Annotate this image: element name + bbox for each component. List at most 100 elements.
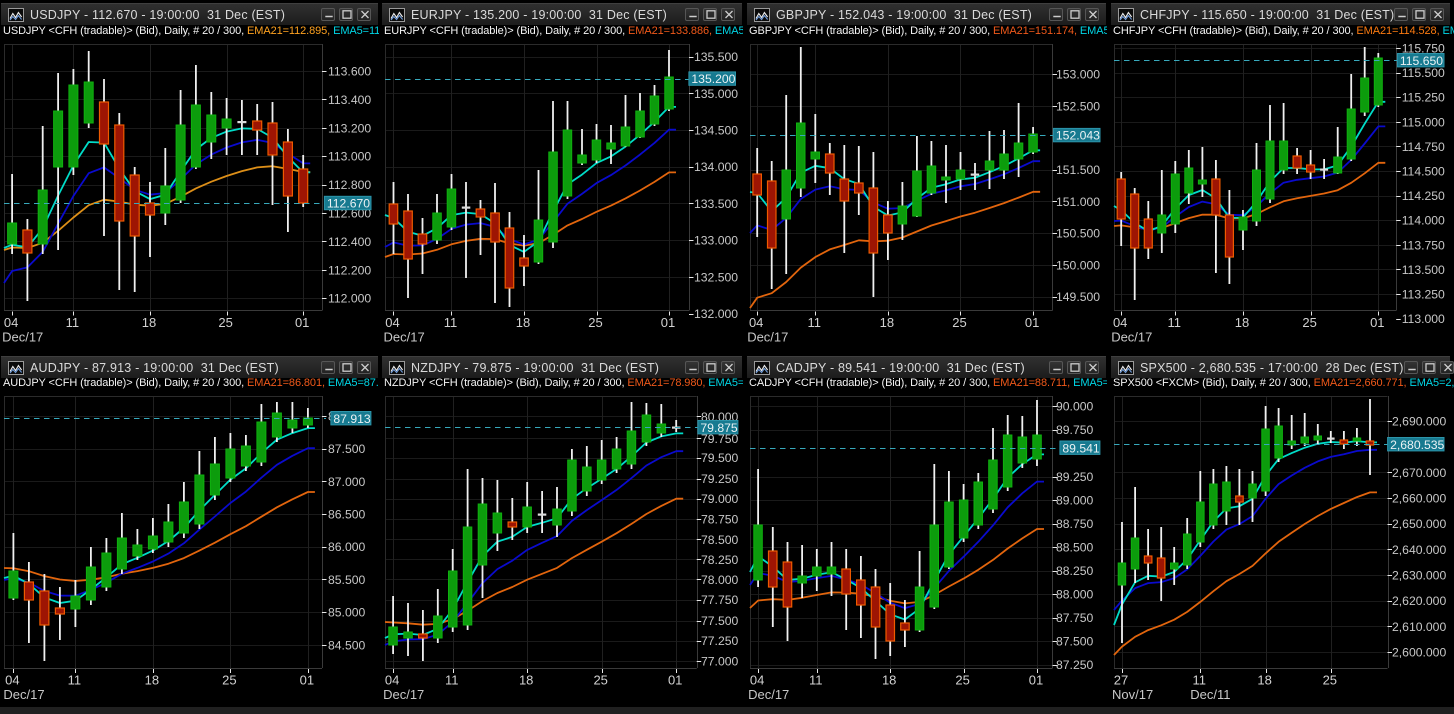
svg-text:133.000: 133.000 (694, 234, 738, 248)
svg-text:88.750: 88.750 (1056, 517, 1093, 531)
svg-text:11: 11 (445, 673, 459, 688)
svg-text:25: 25 (1302, 315, 1316, 330)
svg-text:85.500: 85.500 (328, 573, 365, 587)
svg-text:78.500: 78.500 (701, 533, 738, 547)
svg-text:2,670.000: 2,670.000 (1392, 466, 1446, 480)
svg-text:87.500: 87.500 (1056, 635, 1093, 649)
svg-text:2,690.000: 2,690.000 (1392, 414, 1446, 428)
svg-text:112.000: 112.000 (328, 292, 371, 306)
svg-text:11: 11 (444, 315, 458, 330)
svg-text:88.000: 88.000 (1056, 588, 1093, 602)
svg-text:2,680.535: 2,680.535 (1390, 438, 1444, 452)
svg-text:11: 11 (1193, 673, 1207, 688)
svg-text:01: 01 (1025, 315, 1039, 330)
svg-text:18: 18 (882, 673, 896, 688)
svg-text:77.750: 77.750 (701, 593, 738, 607)
svg-text:151.500: 151.500 (1056, 163, 1100, 177)
svg-text:112.200: 112.200 (328, 263, 371, 277)
svg-text:Dec/17: Dec/17 (1111, 330, 1152, 345)
svg-text:114.750: 114.750 (1402, 140, 1445, 154)
svg-text:78.000: 78.000 (701, 573, 738, 587)
svg-text:11: 11 (68, 673, 82, 688)
svg-text:115.650: 115.650 (1400, 54, 1443, 68)
svg-text:04: 04 (385, 315, 399, 330)
svg-text:114.250: 114.250 (1402, 189, 1445, 203)
svg-text:113.750: 113.750 (1402, 238, 1445, 252)
svg-text:77.500: 77.500 (701, 614, 738, 628)
svg-text:18: 18 (519, 673, 533, 688)
svg-text:87.250: 87.250 (1056, 658, 1093, 672)
svg-text:2,630.000: 2,630.000 (1392, 569, 1446, 583)
svg-text:2,650.000: 2,650.000 (1392, 517, 1446, 531)
svg-text:01: 01 (661, 315, 675, 330)
svg-text:18: 18 (1235, 315, 1249, 330)
svg-text:135.500: 135.500 (694, 50, 738, 64)
svg-text:113.000: 113.000 (1402, 312, 1445, 326)
svg-text:112.800: 112.800 (328, 178, 371, 192)
svg-text:11: 11 (66, 315, 80, 330)
svg-text:Dec/17: Dec/17 (3, 687, 44, 702)
svg-text:2,600.000: 2,600.000 (1392, 646, 1446, 660)
svg-text:150.500: 150.500 (1056, 227, 1100, 241)
svg-text:87.750: 87.750 (1056, 611, 1093, 625)
svg-text:135.000: 135.000 (694, 87, 738, 101)
svg-text:25: 25 (218, 315, 232, 330)
svg-text:90.000: 90.000 (1056, 400, 1093, 414)
svg-text:01: 01 (1029, 673, 1043, 688)
svg-text:88.500: 88.500 (1056, 541, 1093, 555)
svg-text:18: 18 (142, 315, 156, 330)
svg-text:11: 11 (1168, 315, 1182, 330)
svg-text:18: 18 (145, 673, 159, 688)
svg-text:152.500: 152.500 (1056, 99, 1100, 113)
svg-text:79.875: 79.875 (700, 421, 737, 435)
svg-text:115.750: 115.750 (1402, 42, 1445, 56)
svg-text:Dec/17: Dec/17 (747, 330, 788, 345)
svg-text:25: 25 (955, 673, 969, 688)
svg-text:79.250: 79.250 (701, 472, 738, 486)
svg-text:115.250: 115.250 (1402, 91, 1445, 105)
svg-text:04: 04 (1113, 315, 1127, 330)
svg-text:88.250: 88.250 (1056, 564, 1093, 578)
svg-text:Dec/17: Dec/17 (383, 687, 424, 702)
svg-text:79.500: 79.500 (701, 451, 738, 465)
svg-text:01: 01 (300, 673, 314, 688)
svg-text:2,660.000: 2,660.000 (1392, 492, 1446, 506)
svg-text:04: 04 (4, 315, 18, 330)
svg-text:113.200: 113.200 (328, 121, 371, 135)
svg-text:Dec/17: Dec/17 (2, 330, 43, 345)
svg-text:89.750: 89.750 (1056, 423, 1093, 437)
svg-text:134.500: 134.500 (694, 124, 738, 138)
svg-text:151.000: 151.000 (1056, 195, 1100, 209)
svg-text:113.250: 113.250 (1402, 288, 1445, 302)
svg-text:85.000: 85.000 (328, 606, 365, 620)
svg-text:132.000: 132.000 (694, 307, 738, 321)
svg-text:112.400: 112.400 (328, 235, 371, 249)
svg-text:25: 25 (222, 673, 236, 688)
svg-text:84.500: 84.500 (328, 638, 365, 652)
svg-text:01: 01 (668, 673, 682, 688)
svg-text:25: 25 (1323, 673, 1337, 688)
svg-text:2,620.000: 2,620.000 (1392, 594, 1446, 608)
svg-text:77.250: 77.250 (701, 634, 738, 648)
svg-text:25: 25 (593, 673, 607, 688)
svg-text:113.400: 113.400 (328, 93, 371, 107)
svg-text:115.000: 115.000 (1402, 115, 1445, 129)
svg-text:04: 04 (5, 673, 19, 688)
svg-text:149.500: 149.500 (1056, 290, 1100, 304)
svg-text:04: 04 (750, 673, 764, 688)
svg-text:Nov/17: Nov/17 (1112, 687, 1153, 702)
svg-text:25: 25 (952, 315, 966, 330)
svg-text:113.600: 113.600 (328, 65, 371, 79)
svg-text:79.750: 79.750 (701, 432, 738, 446)
svg-text:132.500: 132.500 (694, 270, 738, 284)
svg-text:11: 11 (809, 673, 823, 688)
svg-text:153.000: 153.000 (1056, 68, 1100, 82)
svg-text:78.750: 78.750 (701, 513, 738, 527)
svg-text:134.000: 134.000 (694, 160, 738, 174)
svg-text:77.000: 77.000 (701, 654, 738, 668)
svg-text:01: 01 (295, 315, 309, 330)
svg-text:78.250: 78.250 (701, 553, 738, 567)
svg-text:2,640.000: 2,640.000 (1392, 543, 1446, 557)
svg-text:04: 04 (385, 673, 399, 688)
svg-text:86.500: 86.500 (328, 508, 365, 522)
